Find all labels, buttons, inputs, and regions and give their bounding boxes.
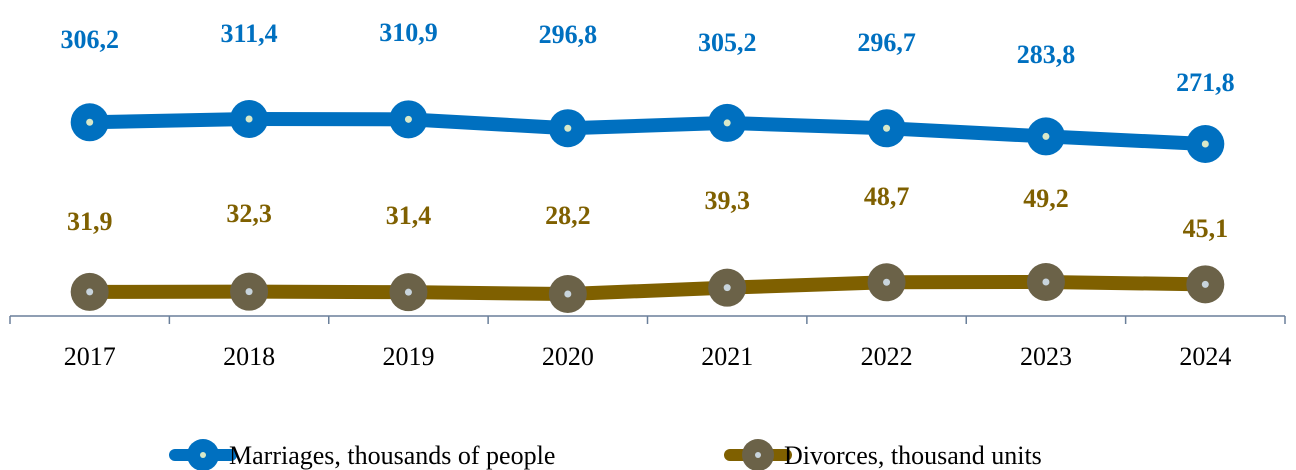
marriages-data-label-2017: 306,2 [60, 25, 119, 54]
divorces-point-2020 [548, 275, 587, 313]
divorces-data-label-2023: 49,2 [1023, 184, 1069, 213]
series-divorces: 31,9 32,3 31,4 28,2 39,3 48,7 49,2 45,1 [67, 182, 1228, 313]
legend-label: Marriages, thousands of people [229, 441, 555, 470]
divorces-point-2018 [230, 272, 269, 311]
divorces-point-2022 [867, 263, 906, 302]
divorces-data-label-2022: 48,7 [864, 182, 910, 211]
divorces-point-2023 [1026, 263, 1065, 301]
x-tick-label-2019: 2019 [382, 342, 434, 371]
divorces-point-2017 [70, 272, 109, 311]
series-marriages: 306,2 311,4 310,9 296,8 305,2 296,7 283,8 271,8 [60, 18, 1235, 163]
legend: Marriages, thousands of people Divorces, … [169, 439, 1042, 470]
x-tick-label-2020: 2020 [542, 342, 594, 371]
divorces-point-2021 [708, 268, 747, 307]
marriages-point-2023 [1026, 117, 1065, 156]
x-tick-label-2017: 2017 [64, 342, 116, 371]
divorces-data-label-2024: 45,1 [1183, 214, 1229, 243]
series-layer: 306,2 311,4 310,9 296,8 305,2 296,7 283,8 271,8… [60, 18, 1235, 313]
divorces-line [82, 275, 1213, 301]
divorces-point-2024 [1186, 265, 1225, 304]
marriages-point-2024 [1186, 125, 1225, 163]
marriages-point-2021 [708, 103, 747, 142]
x-tick-label-2023: 2023 [1020, 342, 1072, 371]
marriages-line [82, 112, 1213, 151]
marriages-point-2020 [548, 109, 587, 148]
marriages-point-2018 [230, 100, 269, 138]
legend-label: Divorces, thousand units [784, 441, 1042, 470]
marriages-data-label-2021: 305,2 [698, 28, 757, 57]
x-tick-label-2024: 2024 [1179, 342, 1231, 371]
legend-item-divorces: Divorces, thousand units [724, 439, 1042, 470]
marriages-data-label-2018: 311,4 [221, 19, 278, 48]
legend-item-marriages: Marriages, thousands of people [169, 439, 555, 470]
x-tick-label-2021: 2021 [701, 342, 753, 371]
divorces-data-label-2018: 32,3 [226, 199, 272, 228]
divorces-data-label-2020: 28,2 [545, 201, 591, 230]
marriages-data-label-2023: 283,8 [1017, 40, 1076, 69]
x-tick-label-2018: 2018 [223, 342, 275, 371]
marriages-data-label-2020: 296,8 [539, 20, 598, 49]
marriages-point-2019 [389, 100, 428, 139]
marriages-point-2017 [70, 103, 109, 142]
divorces-data-label-2017: 31,9 [67, 207, 113, 236]
divorces-data-label-2019: 31,4 [386, 201, 432, 230]
divorces-data-label-2021: 39,3 [704, 186, 750, 215]
marriages-data-label-2022: 296,7 [857, 28, 916, 57]
x-axis: 2017 2018 2019 2020 2021 2022 2023 2024 [9, 315, 1286, 371]
marriages-point-2022 [867, 109, 906, 148]
marriages-data-label-2024: 271,8 [1176, 68, 1235, 97]
marriages-data-label-2019: 310,9 [379, 18, 438, 47]
divorces-point-2019 [389, 273, 428, 312]
x-tick-label-2022: 2022 [861, 342, 913, 371]
